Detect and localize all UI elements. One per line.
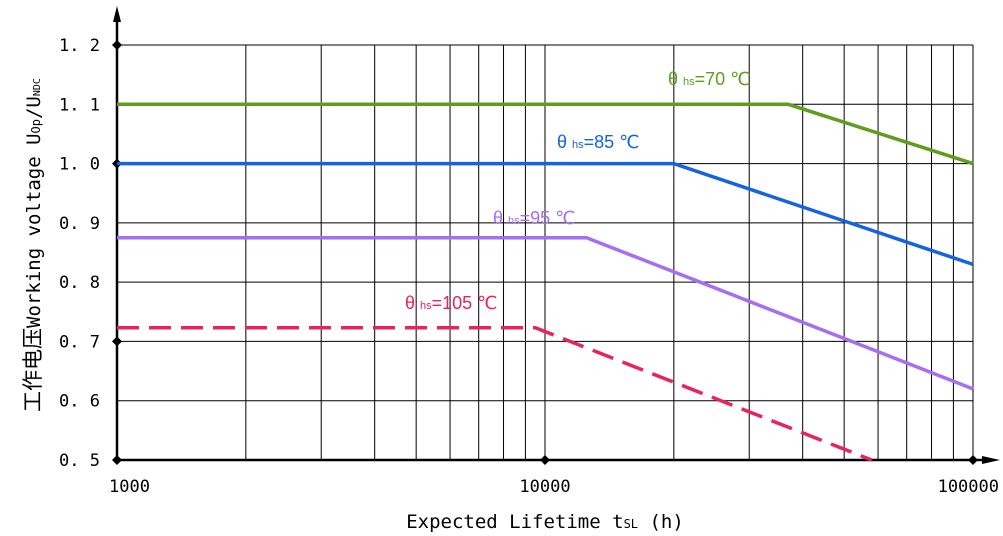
y-tick-label: 0. 7 [59,332,100,352]
axis-diamond-marker-icon [112,455,122,465]
tick-labels: 0. 5 0. 6 0. 7 0. 8 0. 9 1. 0 1. 1 1. 2 1000 1000… [59,36,999,497]
y-tick-label: 0. 5 [59,451,100,471]
series-label-3: θ hs=105 ℃ [405,293,497,313]
series-label-0: θ hs=70 ℃ [668,69,750,89]
y-tick-label: 0. 6 [59,392,100,412]
series-label-1: θ hs=85 ℃ [557,132,639,152]
x-axis-arrow-icon [982,456,1000,464]
x-tick-label: 1000 [109,477,150,497]
y-axis-title: 工作电压Working voltage UOp/UNDC [21,78,45,412]
axes [112,6,1000,465]
axis-titles: Expected Lifetime tSL (h) 工作电压Working vol… [21,78,684,533]
series-labels: θ hs=70 ℃ θ hs=85 ℃ θ hs=95 ℃ θ hs=105 ℃ [405,69,750,313]
series-line-0 [117,102,974,166]
y-tick-label: 0. 8 [59,273,100,293]
y-tick-label: 1. 0 [59,155,100,175]
series-line-2 [117,235,974,391]
x-axis-title: Expected Lifetime tSL (h) [406,511,684,533]
x-tick-label: 100000 [938,477,999,497]
series-label-2: θ hs=95 ℃ [493,208,575,228]
axis-diamond-marker-icon [112,40,122,50]
y-tick-label: 1. 2 [59,36,100,56]
grid-lines [116,44,974,461]
axis-diamond-marker-icon [968,455,978,465]
series-line-3 [117,326,873,462]
series-line-1 [117,161,974,267]
axis-diamond-marker-icon [112,336,122,347]
series-lines [117,102,974,462]
y-tick-label: 0. 9 [59,214,100,234]
x-tick-label: 10000 [519,477,570,497]
y-tick-label: 1. 1 [59,95,100,115]
axis-diamond-marker-icon [540,455,550,465]
y-axis-arrow-icon [113,6,121,22]
